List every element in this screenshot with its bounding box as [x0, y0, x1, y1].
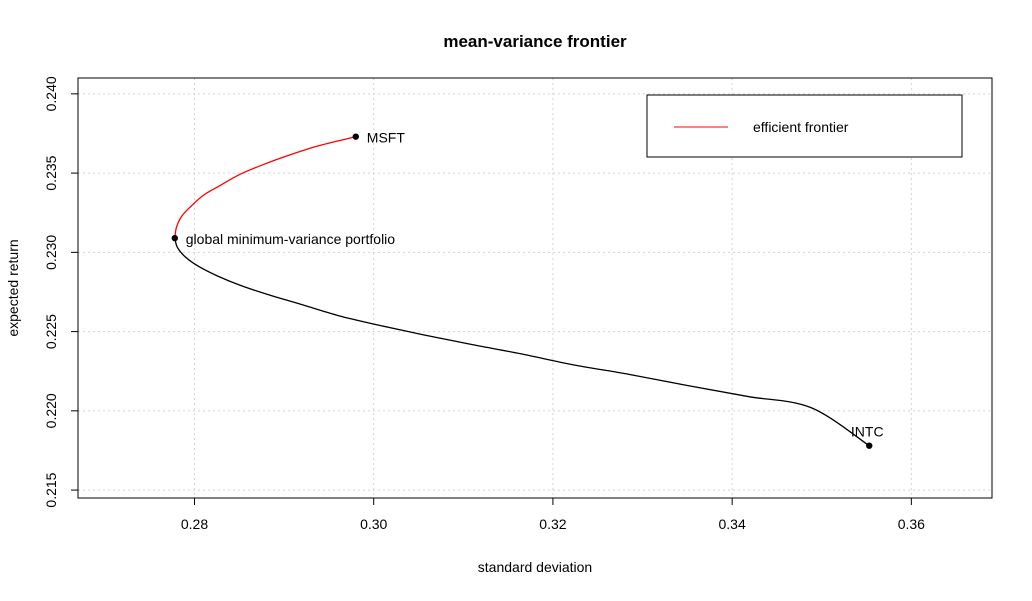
x-tick-label: 0.36 — [898, 516, 925, 532]
x-tick-label: 0.28 — [181, 516, 208, 532]
x-tick-label: 0.30 — [360, 516, 387, 532]
y-tick-label: 0.225 — [43, 314, 59, 349]
y-tick-label: 0.230 — [43, 235, 59, 270]
legend-label-efficient-frontier: efficient frontier — [753, 119, 849, 135]
point-label-0: MSFT — [367, 130, 406, 146]
legend-box — [646, 94, 963, 158]
plot-border — [77, 77, 993, 499]
y-axis-label: expected return — [5, 239, 21, 336]
y-tick-label: 0.220 — [43, 393, 59, 428]
y-tick-label: 0.215 — [43, 472, 59, 507]
legend: efficient frontier — [646, 94, 963, 158]
curves — [174, 136, 870, 447]
x-tick-label: 0.32 — [539, 516, 566, 532]
point-label-1: global minimum-variance portfolio — [186, 231, 396, 247]
point-marker-1 — [171, 234, 178, 242]
point-marker-2 — [866, 442, 873, 449]
point-label-2: INTC — [851, 424, 884, 440]
points: MSFT global minimum-variance portfolio INT… — [171, 130, 884, 449]
grid — [78, 78, 992, 498]
point-marker-0 — [352, 133, 359, 140]
y-tick-label: 0.235 — [43, 155, 59, 190]
series-line-0 — [174, 136, 356, 239]
y-tick-label: 0.240 — [43, 76, 59, 111]
x-axis-label: standard deviation — [478, 559, 592, 575]
chart-title: mean-variance frontier — [443, 32, 627, 51]
x-tick-label: 0.34 — [719, 516, 746, 532]
series-line-1 — [174, 237, 870, 447]
axes: 0.28 0.30 0.32 0.34 0.36 0.215 0.220 0.225 0.230… — [43, 76, 925, 532]
